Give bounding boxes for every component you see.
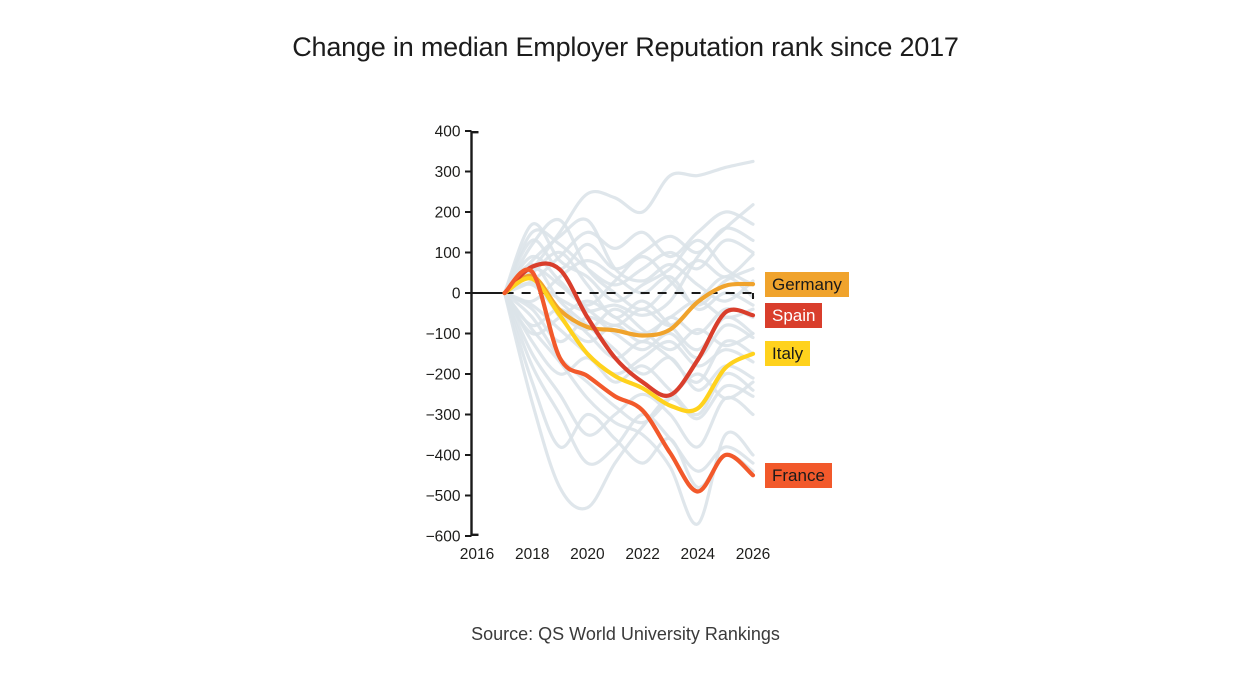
background-line	[503, 263, 755, 392]
x-tick-label: 2018	[515, 546, 549, 563]
x-tick-label: 2020	[570, 546, 605, 563]
y-tick-label: 400	[435, 124, 461, 141]
y-tick-label: 300	[435, 164, 461, 181]
background-line	[503, 226, 755, 295]
x-tick-label: 2022	[625, 546, 659, 563]
background-line	[503, 210, 755, 295]
series-line-france	[502, 267, 756, 494]
y-tick-label: 200	[435, 205, 461, 222]
x-tick-label: 2016	[460, 546, 494, 563]
source-note: Source: QS World University Rankings	[471, 624, 780, 644]
series-label-spain: Spain	[765, 302, 823, 328]
y-tick-label: 100	[435, 245, 461, 262]
series-line-italy	[502, 276, 756, 414]
series-label-france: France	[765, 462, 832, 488]
y-tick-label: −600	[426, 529, 461, 546]
y-tick-label: −200	[426, 367, 461, 384]
y-tick-label: −400	[426, 448, 461, 465]
series-line-spain	[502, 261, 756, 398]
background-line	[503, 291, 755, 511]
x-tick-label: 2026	[736, 546, 770, 563]
background-line	[503, 291, 755, 473]
y-tick-label: −500	[426, 488, 461, 505]
y-tick-label: −300	[426, 407, 461, 424]
background-line	[503, 291, 755, 336]
chart-title: Change in median Employer Reputation ran…	[292, 32, 959, 62]
background-line	[503, 217, 755, 311]
x-tick-label: 2024	[681, 546, 716, 563]
series-label-germany: Germany	[765, 271, 849, 297]
y-tick-label: −100	[426, 326, 461, 343]
y-tick-label: 0	[452, 286, 461, 303]
series-label-italy: Italy	[765, 341, 811, 367]
